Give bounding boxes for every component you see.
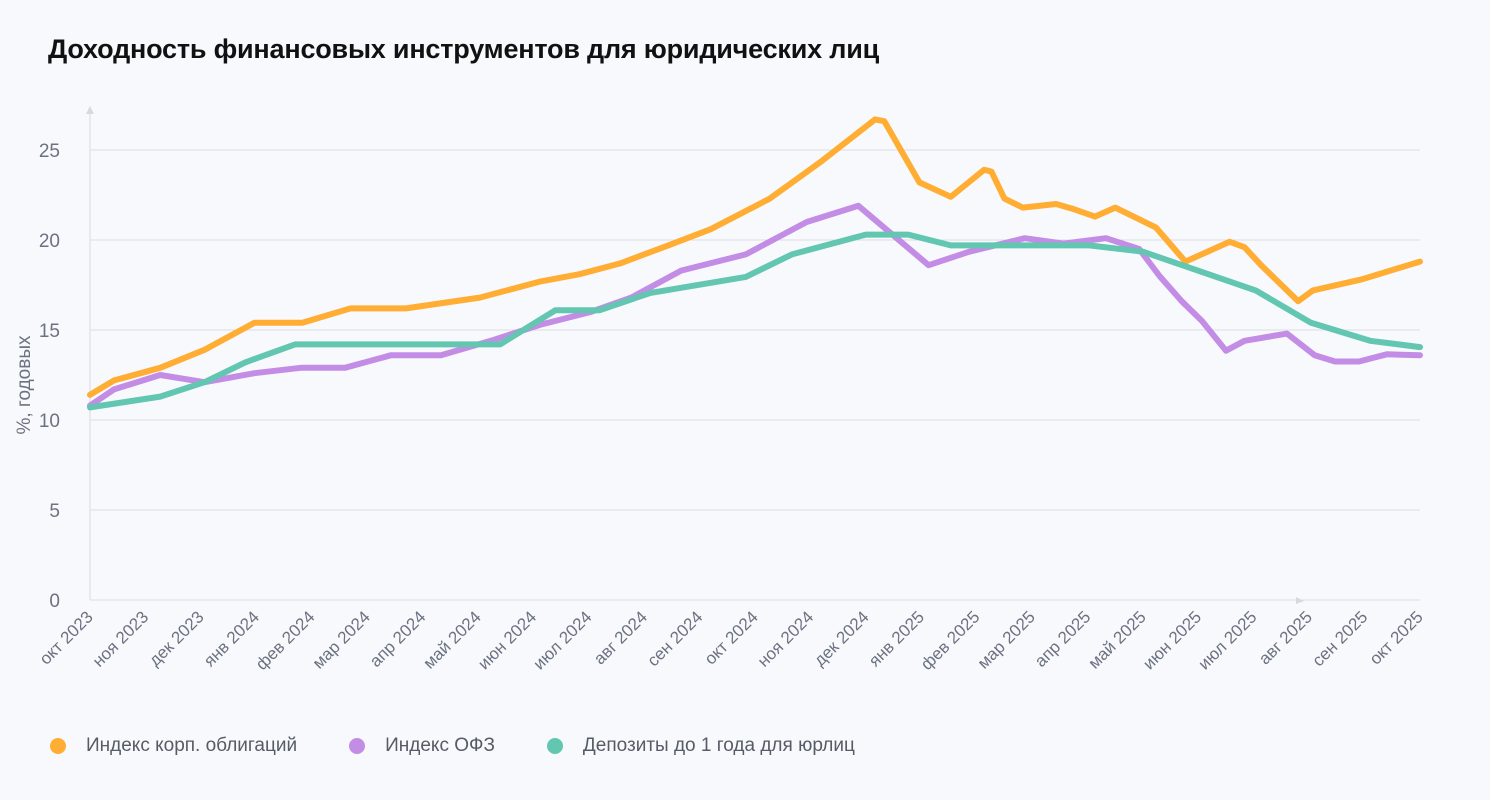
gridlines — [90, 149, 1420, 511]
x-tick-label: фев 2025 — [917, 607, 983, 673]
chart-title: Доходность финансовых инструментов для ю… — [48, 34, 879, 64]
legend-marker — [546, 738, 563, 754]
y-tick-label: 5 — [49, 501, 60, 522]
series-line — [87, 231, 1423, 411]
x-tick-label: авг 2025 — [1255, 607, 1316, 668]
x-tick-label: дек 2024 — [810, 607, 872, 669]
x-tick-label: дек 2023 — [145, 607, 207, 669]
x-tick-label: авг 2024 — [590, 607, 651, 668]
legend-label: Индекс ОФЗ — [385, 735, 495, 756]
y-tick-label: 20 — [39, 231, 60, 252]
legend-item-ofz[interactable]: Индекс ОФЗ — [349, 735, 495, 757]
x-tick-label: май 2024 — [420, 607, 485, 672]
series-line — [87, 116, 1423, 398]
y-tick-label: 0 — [49, 591, 60, 612]
x-tick-label: фев 2024 — [252, 607, 318, 673]
x-tick-label: окт 2024 — [701, 607, 762, 668]
x-tick-label: июл 2025 — [1195, 607, 1261, 673]
y-tick-label: 25 — [39, 141, 60, 162]
x-tick-label: окт 2023 — [36, 607, 97, 668]
legend-item-corp-bonds[interactable]: Индекс корп. облигаций — [50, 735, 297, 757]
y-tick-label: 10 — [39, 411, 60, 432]
series-lines — [87, 116, 1423, 411]
y-axis-label: %, годовых — [14, 335, 35, 435]
legend-marker — [50, 738, 66, 754]
legend-marker — [349, 738, 366, 754]
y-tick-labels: 0 5 10 15 20 25 — [39, 141, 60, 612]
legend: Индекс корп. облигаций Индекс ОФЗ Депози… — [50, 735, 907, 757]
x-tick-label: июл 2024 — [530, 607, 596, 673]
x-tick-label: июн 2024 — [474, 607, 540, 673]
x-tick-label: сен 2024 — [644, 607, 707, 670]
x-tick-label: ноя 2023 — [89, 607, 152, 670]
x-tick-label: май 2025 — [1085, 607, 1150, 672]
series-line — [87, 202, 1423, 409]
legend-label: Депозиты до 1 года для юрлиц — [582, 735, 855, 756]
y-tick-label: 15 — [39, 321, 60, 342]
x-tick-label: апр 2025 — [1031, 607, 1094, 670]
x-tick-label: мар 2025 — [974, 607, 1039, 672]
x-tick-label: ноя 2024 — [754, 607, 817, 670]
legend-label: Индекс корп. облигаций — [86, 735, 298, 756]
x-tick-label: сен 2025 — [1309, 607, 1372, 670]
x-tick-label: мар 2024 — [309, 607, 374, 672]
x-tick-label: окт 2025 — [1366, 607, 1427, 668]
x-tick-label: апр 2024 — [366, 607, 429, 670]
x-tick-label: июн 2025 — [1139, 607, 1205, 673]
x-axis-arrow-icon — [1296, 597, 1304, 604]
y-axis-arrow-icon — [86, 106, 94, 114]
legend-item-deposits[interactable]: Депозиты до 1 года для юрлиц — [546, 735, 855, 757]
axes — [86, 106, 1420, 604]
